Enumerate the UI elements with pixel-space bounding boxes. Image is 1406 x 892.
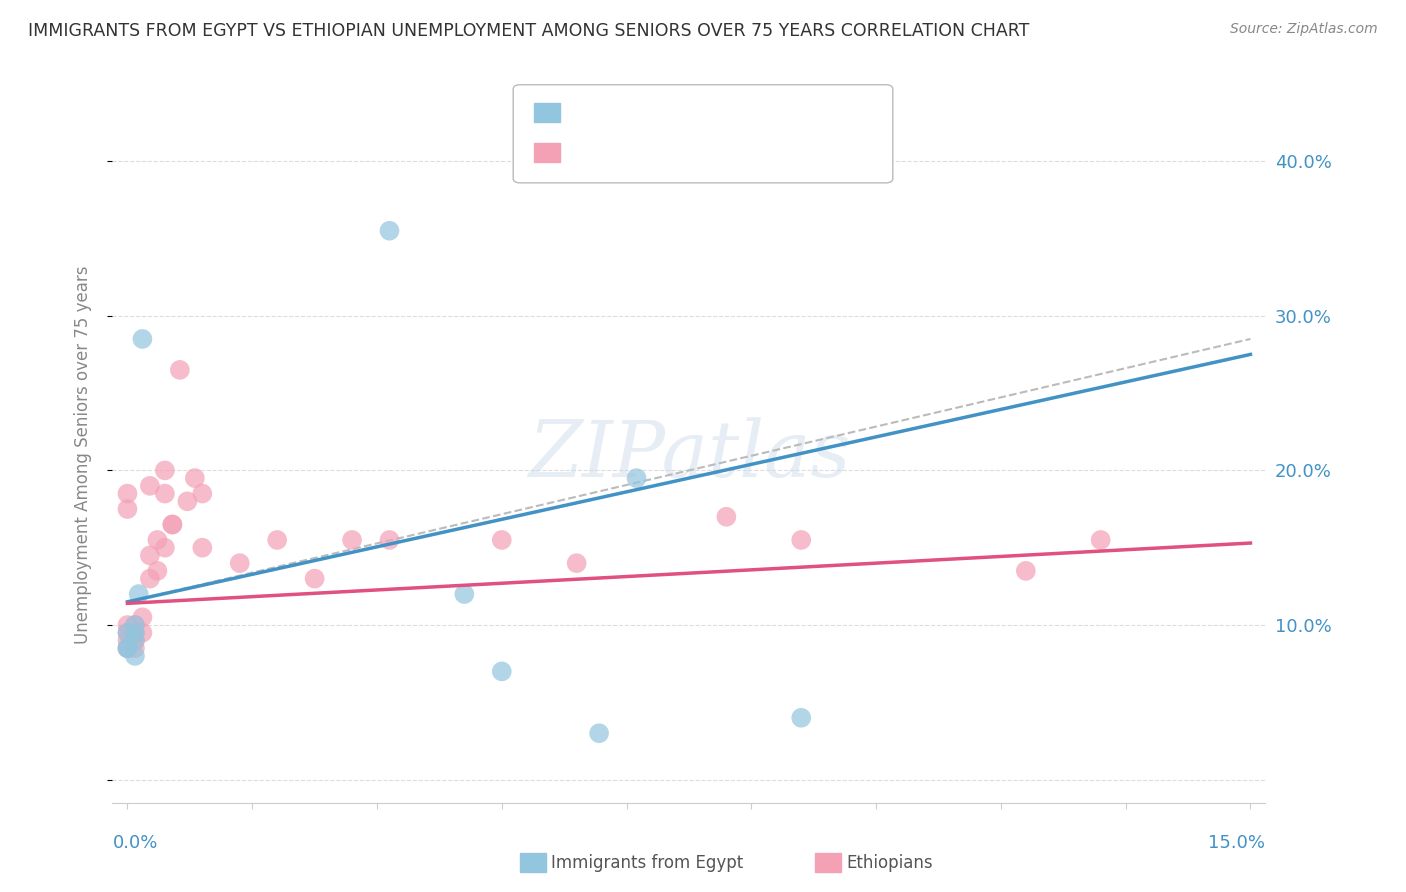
Point [588,726,610,740]
Point [117,633,139,648]
Point [117,625,139,640]
Text: R = 0.071: R = 0.071 [567,144,650,161]
Point [124,625,146,640]
Point [124,618,146,632]
Point [162,517,184,532]
Point [229,556,252,570]
Point [491,533,513,547]
Text: R = 0.213: R = 0.213 [567,103,650,121]
Point [184,471,207,485]
Point [378,533,401,547]
Point [124,618,146,632]
Point [139,572,162,586]
Point [128,587,150,601]
Point [565,556,588,570]
Point [790,711,813,725]
Point [191,486,214,500]
Point [1015,564,1038,578]
Point [117,486,139,500]
Point [146,533,169,547]
Point [131,610,153,624]
Point [304,572,326,586]
Text: Ethiopians: Ethiopians [846,854,934,871]
Text: ZIPatlas: ZIPatlas [527,417,851,493]
Point [124,633,146,648]
Point [124,648,146,663]
Point [790,533,813,547]
Point [491,665,513,679]
Point [139,479,162,493]
Point [626,471,648,485]
Text: IMMIGRANTS FROM EGYPT VS ETHIOPIAN UNEMPLOYMENT AMONG SENIORS OVER 75 YEARS CORR: IMMIGRANTS FROM EGYPT VS ETHIOPIAN UNEMP… [28,22,1029,40]
Point [124,641,146,656]
Point [124,625,146,640]
Point [117,641,139,656]
Point [169,363,191,377]
Text: Source: ZipAtlas.com: Source: ZipAtlas.com [1230,22,1378,37]
Point [153,541,176,555]
Point [131,625,153,640]
Point [117,625,139,640]
Point [266,533,288,547]
Point [378,224,401,238]
Point [117,641,139,656]
Point [117,618,139,632]
Point [716,509,738,524]
Point [162,517,184,532]
Text: N = 15: N = 15 [724,103,782,121]
Point [131,332,153,346]
Point [139,549,162,563]
Text: 15.0%: 15.0% [1208,834,1265,852]
Text: 0.0%: 0.0% [112,834,157,852]
Point [117,641,139,656]
Point [340,533,363,547]
Point [124,633,146,648]
Point [191,541,214,555]
Text: N = 38: N = 38 [724,144,782,161]
Point [453,587,475,601]
Point [176,494,198,508]
Point [117,502,139,516]
Point [153,463,176,477]
Text: Immigrants from Egypt: Immigrants from Egypt [551,854,744,871]
Y-axis label: Unemployment Among Seniors over 75 years: Unemployment Among Seniors over 75 years [73,266,91,644]
Point [1090,533,1112,547]
Point [153,486,176,500]
Point [146,564,169,578]
